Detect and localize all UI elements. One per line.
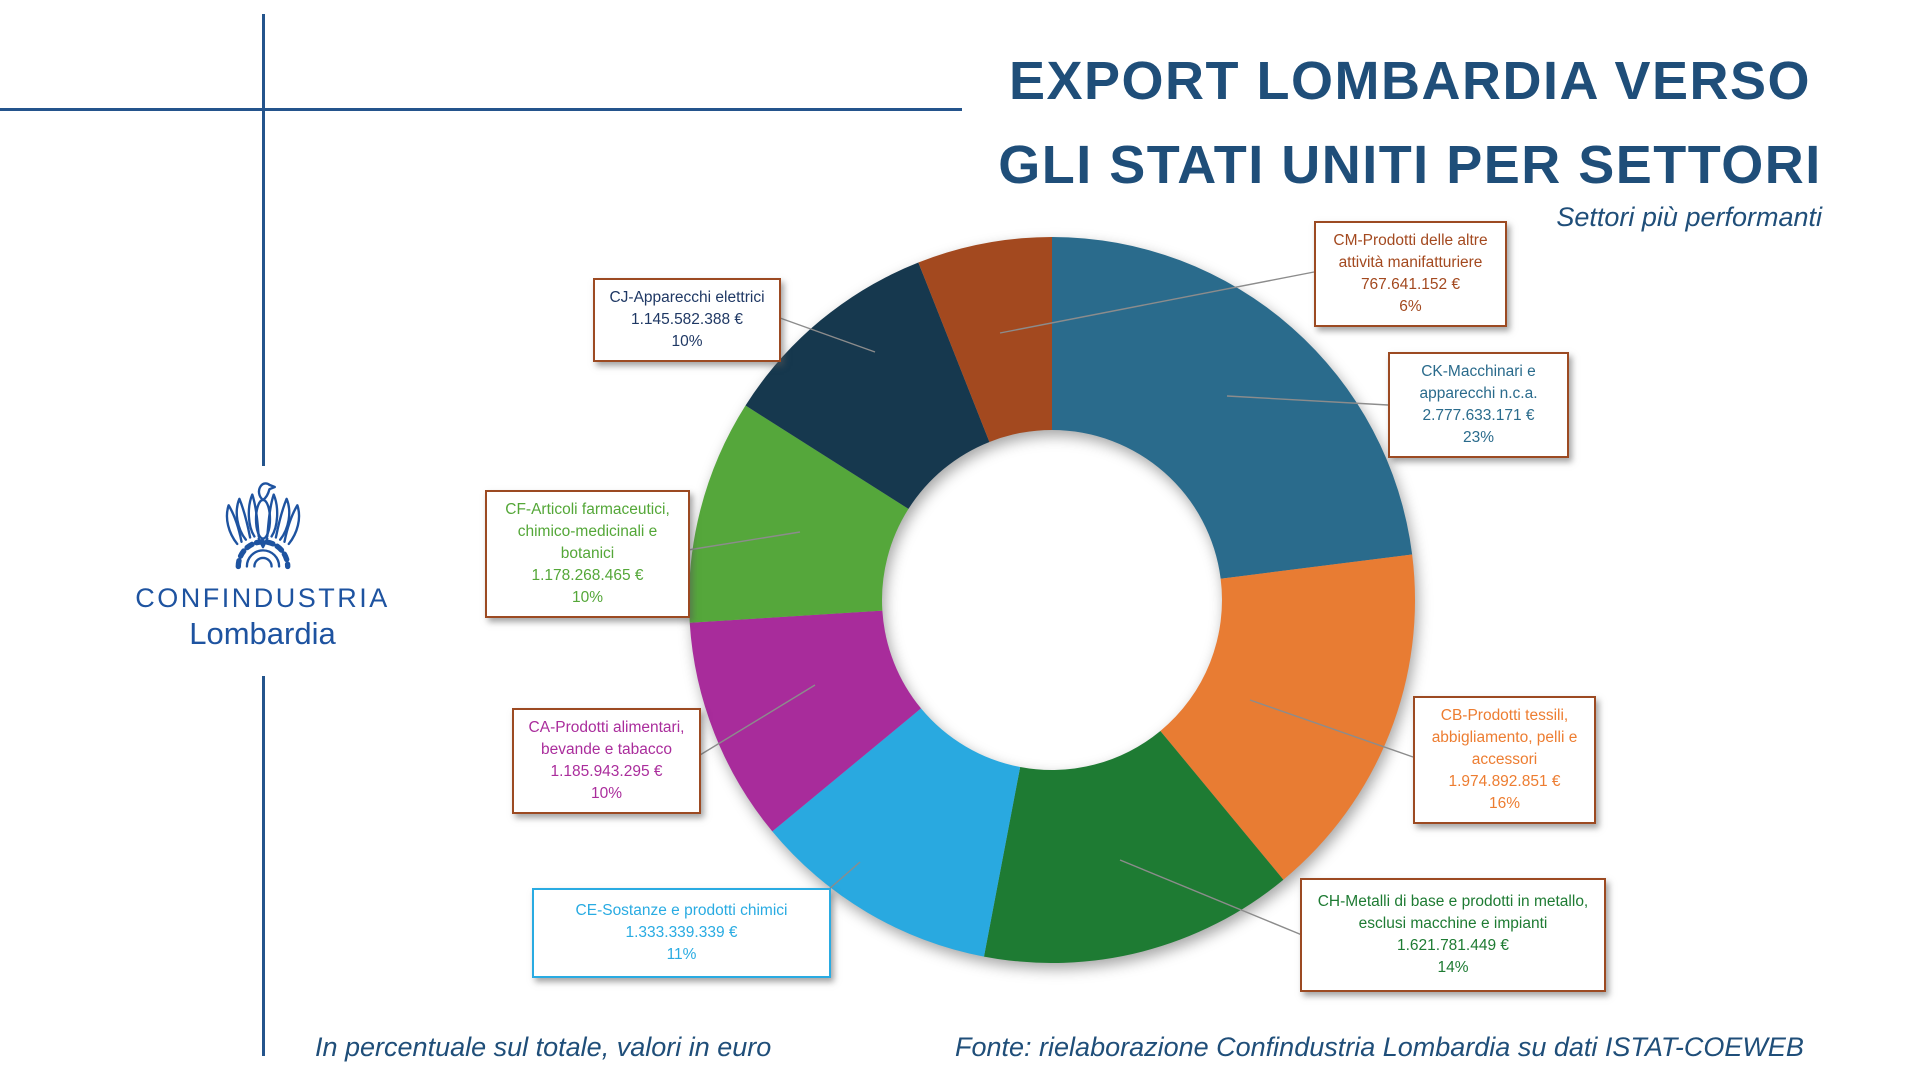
callout-label: CF-Articoli farmaceutici, chimico-medici… xyxy=(505,501,670,562)
callout-value: 1.333.339.339 € xyxy=(625,924,738,941)
leader-line-ca xyxy=(699,684,816,756)
callout-percent: 6% xyxy=(1399,298,1422,315)
leader-line-cb xyxy=(1249,699,1414,758)
page-title-line-1: EXPORT LOMBARDIA VERSO xyxy=(1008,51,1812,111)
callout-value: 2.777.633.171 € xyxy=(1422,407,1535,424)
callout-label: CM-Prodotti delle altre attività manifat… xyxy=(1333,232,1488,271)
callout-label: CJ-Apparecchi elettrici xyxy=(609,289,765,306)
logo-org-name: CONFINDUSTRIA xyxy=(135,583,390,613)
callout-cf-articoli-farmaceutici: CF-Articoli farmaceutici, chimico-medici… xyxy=(485,490,690,618)
leader-line-cf xyxy=(687,531,801,551)
donut-segment-cm xyxy=(918,237,1052,442)
chart-subtitle: Settori più performanti xyxy=(1556,202,1822,232)
callout-ca-prodotti-alimentari: CA-Prodotti alimentari, bevande e tabacc… xyxy=(512,708,701,814)
donut-segment-ce xyxy=(772,708,1021,957)
callout-percent: 23% xyxy=(1462,429,1495,446)
page-title-line-2: GLI STATI UNITI PER SETTORI xyxy=(998,134,1822,195)
logo-region-name: Lombardia xyxy=(189,616,336,651)
leader-line-ch xyxy=(1119,859,1303,936)
callout-cj-apparecchi-elettrici: CJ-Apparecchi elettrici 1.145.582.388 € … xyxy=(593,278,781,362)
decor-vertical-line-bottom xyxy=(262,676,265,1056)
callout-percent: 16% xyxy=(1488,795,1521,812)
donut-segment-cj xyxy=(745,262,990,509)
callout-value: 1.178.268.465 € xyxy=(531,567,644,584)
callout-label: CE-Sostanze e prodotti chimici xyxy=(575,902,788,919)
donut-segment-ca xyxy=(689,610,922,832)
decor-horizontal-line xyxy=(0,108,962,111)
callout-value: 1.145.582.388 € xyxy=(630,311,744,328)
leader-line-cj xyxy=(779,317,876,353)
callout-ce-sostanze-chimiche: CE-Sostanze e prodotti chimici 1.333.339… xyxy=(532,888,831,978)
callout-value: 767.641.152 € xyxy=(1360,276,1461,293)
donut-segment-ck xyxy=(1052,237,1413,579)
callout-value: 1.185.943.295 € xyxy=(550,763,663,780)
page-title: EXPORT LOMBARDIA VERSO GLI STATI UNITI P… xyxy=(960,40,1860,207)
callout-percent: 11% xyxy=(666,946,697,963)
callout-label: CA-Prodotti alimentari, bevande e tabacc… xyxy=(528,719,685,758)
callout-ch-metalli: CH-Metalli di base e prodotti in metallo… xyxy=(1300,878,1606,992)
footnote-source: Fonte: rielaborazione Confindustria Lomb… xyxy=(955,1032,1804,1062)
callout-percent: 10% xyxy=(590,785,623,802)
leader-lines xyxy=(687,271,1414,936)
callout-cm-prodotti-altre-manifatturiere: CM-Prodotti delle altre attività manifat… xyxy=(1314,221,1507,327)
callout-percent: 10% xyxy=(571,589,604,606)
callout-label: CK-Macchinari e apparecchi n.c.a. xyxy=(1419,363,1538,402)
callout-ck-macchinari: CK-Macchinari e apparecchi n.c.a. 2.777.… xyxy=(1388,352,1569,458)
donut-segment-cf xyxy=(689,405,909,623)
callout-value: 1.974.892.851 € xyxy=(1448,773,1561,790)
footnote-percentage-note: In percentuale sul totale, valori in eur… xyxy=(315,1032,772,1062)
leader-line-ck xyxy=(1226,395,1389,406)
donut-segment-ch xyxy=(983,730,1284,963)
decor-vertical-line-top xyxy=(262,14,265,466)
leader-line-cm xyxy=(999,271,1315,334)
confindustria-eagle-icon xyxy=(225,482,300,570)
callout-label: CH-Metalli di base e prodotti in metallo… xyxy=(1317,893,1589,932)
confindustria-lombardia-logo: CONFINDUSTRIA Lombardia xyxy=(135,472,390,652)
callout-percent: 14% xyxy=(1437,959,1469,976)
callout-label: CB-Prodotti tessili, abbigliamento, pell… xyxy=(1431,707,1578,768)
callout-cb-prodotti-tessili: CB-Prodotti tessili, abbigliamento, pell… xyxy=(1413,696,1596,824)
donut-segment-cb xyxy=(1160,554,1416,880)
callout-value: 1.621.781.449 € xyxy=(1396,937,1510,954)
leader-line-ce xyxy=(827,861,861,891)
callout-percent: 10% xyxy=(671,333,703,350)
